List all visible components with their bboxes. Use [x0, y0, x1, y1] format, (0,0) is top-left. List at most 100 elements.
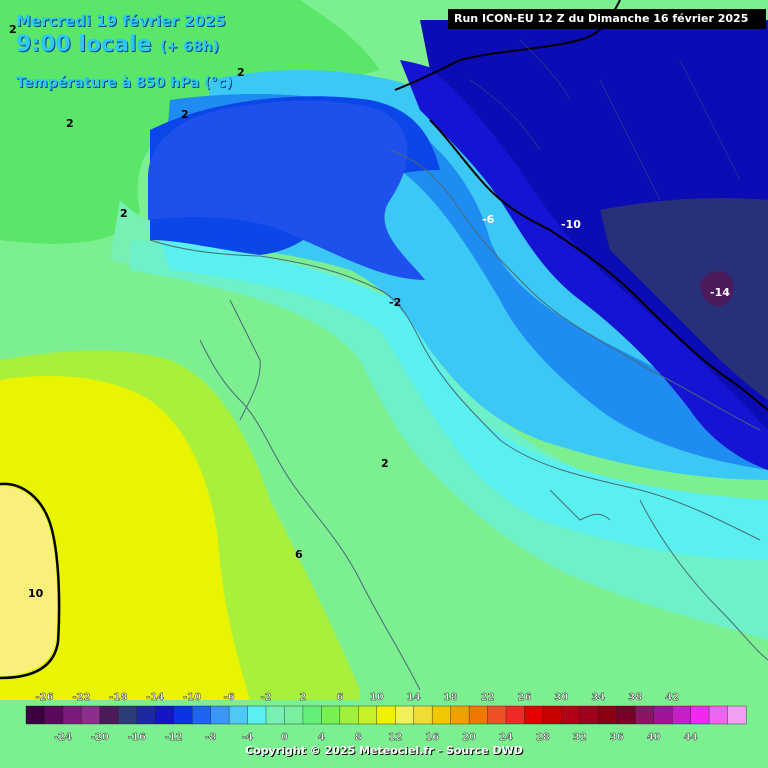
legend-swatch [228, 705, 249, 725]
legend-upper-label: 10 [370, 692, 384, 703]
legend-swatch [561, 705, 581, 725]
zone-minus12-minus10 [420, 20, 768, 430]
legend-upper-label: 34 [591, 692, 605, 703]
model-run-info: Run ICON-EU 12 Z du Dimanche 16 février … [448, 9, 766, 29]
legend-swatch [81, 705, 101, 725]
legend-swatch [579, 705, 599, 725]
legend-swatch [247, 705, 267, 725]
legend-swatch [25, 705, 45, 725]
legend-swatch [431, 705, 452, 725]
forecast-time: 9:00 locale [16, 32, 152, 57]
isotherm-label: 2 [237, 66, 245, 79]
legend-lower-label: 36 [610, 732, 624, 743]
legend-upper-label: 30 [554, 692, 568, 703]
legend-swatch [62, 705, 82, 725]
zone-minus6-minus4 [160, 94, 768, 471]
legend-upper-label: -10 [183, 692, 201, 703]
legend-swatch [44, 705, 64, 725]
zone-minus16-cell [700, 271, 734, 307]
lead-time: (+ 68h) [160, 39, 219, 55]
legend-upper-label: 6 [336, 692, 343, 703]
zone-minus14-minus12 [600, 198, 768, 400]
zone-minus10-minus8 [400, 60, 768, 470]
legend-swatch [284, 705, 304, 725]
legend-lower-label: 0 [281, 732, 288, 743]
legend-swatch [616, 705, 636, 725]
legend-swatch [653, 705, 673, 725]
legend-upper-labels: -26 -22 -18 -14 -10 -6 -2 2 6 10 14 18 22 26 30 34 38 42 [35, 692, 679, 703]
legend-upper-label: 42 [665, 692, 679, 703]
legend-swatch [155, 705, 175, 725]
isotherm-label: 2 [381, 457, 389, 470]
isotherm-label: 2 [9, 23, 17, 36]
legend-swatch [99, 705, 119, 725]
isotherm-label: 2 [181, 108, 189, 121]
legend-swatch [265, 705, 285, 725]
legend-swatch [671, 705, 692, 725]
legend-upper-label: -18 [109, 692, 127, 703]
legend-swatch [635, 705, 655, 725]
legend-swatch [487, 705, 507, 725]
legend-swatch [136, 705, 156, 725]
national-borders [394, 0, 768, 411]
legend-swatch [302, 705, 322, 725]
legend-swatch [542, 705, 562, 725]
isotherm-label: 2 [66, 117, 74, 130]
coastlines [149, 149, 768, 691]
legend-upper-label: -2 [260, 692, 271, 703]
legend-swatches [25, 705, 747, 725]
legend-swatch [450, 705, 470, 725]
legend-lower-label: -4 [242, 732, 253, 743]
legend-swatch [505, 705, 525, 725]
forecast-date: Mercredi 19 février 2025 [16, 12, 226, 30]
isotherm-label: 2 [120, 207, 128, 220]
legend-upper-label: -6 [224, 692, 235, 703]
legend-lower-label: 28 [536, 732, 550, 743]
legend-swatch [413, 705, 433, 725]
zone-minus2-0 [160, 240, 768, 560]
legend-upper-label: 22 [481, 692, 495, 703]
isotherm-labels: 2 2 2 2 2 -6 -10 -14 -2 2 6 10 [9, 23, 730, 600]
legend-lower-label: 8 [355, 732, 362, 743]
isotherm-label: -6 [482, 213, 495, 226]
legend-swatch [727, 705, 747, 725]
isotherm-10-black [0, 482, 61, 680]
legend-lower-labels: -24 -20 -16 -12 -8 -4 0 4 8 12 16 20 24 28 32 36 40 44 [54, 732, 698, 743]
legend-upper-label: 18 [444, 692, 458, 703]
isotherm-label: 6 [295, 548, 303, 561]
legend-upper-label: 38 [628, 692, 642, 703]
warm-zone-10-12 [0, 485, 58, 676]
isotherm-label: -2 [389, 296, 401, 309]
isotherm-label: -10 [561, 218, 581, 231]
legend-swatch [598, 705, 618, 725]
legend-lower-label: 40 [647, 732, 661, 743]
legend-lower-label: 20 [462, 732, 476, 743]
legend-swatch [708, 705, 729, 725]
legend-swatch [118, 705, 138, 725]
legend-upper-label: -22 [72, 692, 90, 703]
legend-lower-label: -8 [205, 732, 216, 743]
legend-upper-label: -14 [146, 692, 164, 703]
legend-lower-label: -12 [165, 732, 183, 743]
legend-upper-label: 2 [299, 692, 306, 703]
legend-lower-label: 12 [388, 732, 402, 743]
parameter-title: Température à 850 hPa (°c) [16, 75, 233, 91]
legend-lower-label: 24 [499, 732, 513, 743]
legend-swatch [321, 705, 341, 725]
legend-swatch [376, 705, 396, 725]
legend-lower-label: 16 [425, 732, 439, 743]
legend-lower-label: -24 [54, 732, 72, 743]
legend-upper-label: 14 [407, 692, 421, 703]
isotherm-label: -14 [710, 286, 730, 299]
zone-0-2-belt [130, 240, 768, 640]
legend-lower-label: -16 [128, 732, 146, 743]
color-scale-legend: -26 -22 -18 -14 -10 -6 -2 2 6 10 14 18 22 26 30 34 38 42 … [25, 692, 747, 743]
legend-swatch [173, 705, 193, 725]
legend-upper-label: 26 [517, 692, 531, 703]
copyright-notice: Copyright © 2025 Meteociel.fr - Source D… [245, 744, 523, 757]
isotherm-label: 10 [28, 587, 44, 600]
legend-swatch [358, 705, 378, 725]
legend-swatch [191, 705, 212, 725]
legend-swatch [690, 705, 710, 725]
